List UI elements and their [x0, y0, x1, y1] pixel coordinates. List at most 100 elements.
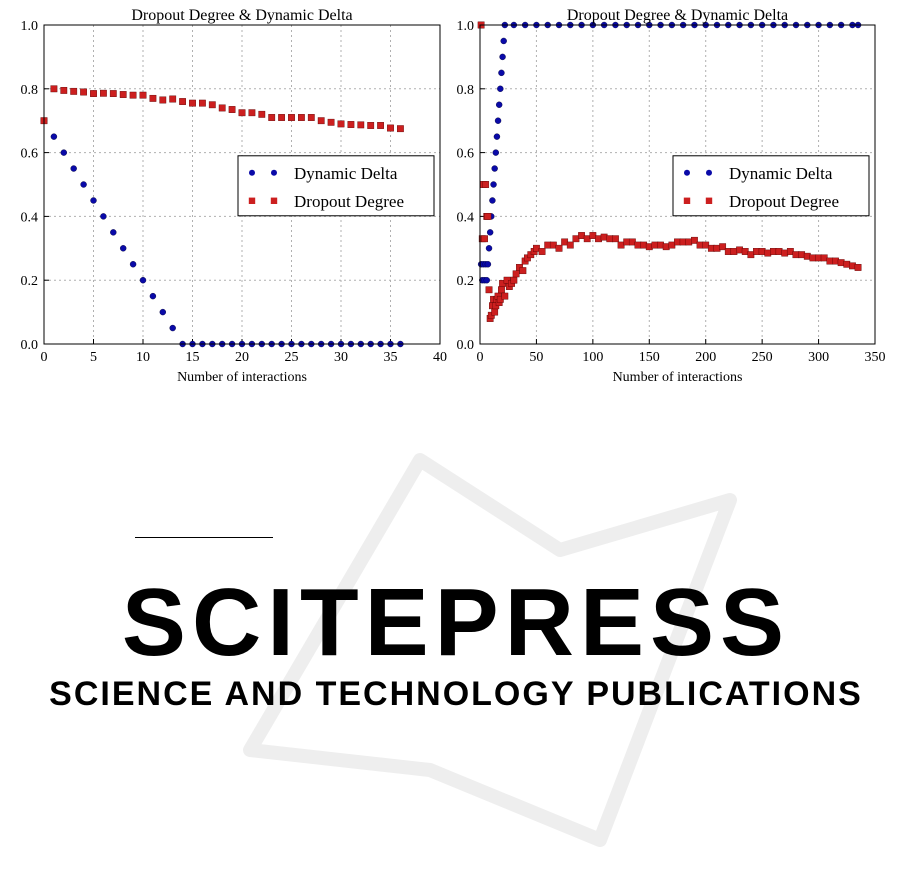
data-point	[169, 95, 177, 103]
series-dropout-degree	[477, 21, 862, 322]
x-tick-label: 200	[695, 350, 716, 365]
legend-label: Dropout Degree	[294, 192, 404, 211]
x-tick-label: 25	[285, 350, 299, 365]
x-tick-label: 100	[582, 350, 603, 365]
y-tick-label: 0.2	[21, 274, 39, 289]
data-point	[481, 235, 488, 243]
data-point	[100, 213, 107, 220]
data-point	[696, 241, 704, 249]
data-point	[628, 238, 636, 246]
y-tick-label: 1.0	[457, 19, 475, 34]
data-point	[685, 238, 693, 246]
data-point	[674, 238, 681, 246]
x-tick-label: 35	[384, 350, 398, 365]
data-point	[538, 248, 546, 255]
x-tick-label: 150	[639, 350, 660, 365]
data-point	[803, 252, 811, 260]
data-point	[679, 238, 687, 246]
data-point	[149, 292, 157, 300]
data-point	[533, 244, 540, 252]
data-point	[651, 241, 659, 249]
data-point	[499, 53, 506, 61]
data-point	[268, 114, 276, 121]
y-tick-label: 1.0	[21, 19, 39, 34]
data-point	[307, 114, 315, 121]
data-point	[129, 261, 137, 268]
data-point	[519, 267, 527, 275]
data-point	[489, 197, 496, 204]
x-tick-label: 350	[865, 350, 886, 365]
legend-marker	[249, 169, 255, 176]
data-point	[578, 232, 585, 239]
data-point	[764, 249, 772, 257]
data-point	[139, 91, 147, 99]
data-point	[583, 235, 591, 243]
y-tick-label: 0.4	[21, 210, 39, 225]
legend-marker	[684, 169, 690, 176]
data-point	[80, 88, 88, 96]
data-point	[60, 149, 67, 156]
data-point	[826, 257, 834, 265]
data-point	[50, 85, 58, 93]
legend-marker	[270, 197, 278, 204]
data-point	[228, 106, 236, 113]
data-point	[719, 243, 727, 251]
data-point	[775, 248, 783, 255]
series-dropout-degree	[40, 85, 404, 133]
data-point	[843, 260, 851, 268]
data-point	[189, 99, 196, 107]
data-point	[770, 248, 777, 255]
data-point	[498, 286, 505, 294]
y-tick-label: 0.8	[457, 83, 475, 98]
chart-title: Dropout Degree & Dynamic Delta	[567, 7, 788, 24]
x-tick-label: 20	[235, 350, 249, 365]
data-point	[367, 122, 375, 129]
data-point	[640, 241, 648, 249]
data-point	[849, 262, 856, 270]
data-point	[657, 241, 664, 249]
x-axis-label: Number of interactions	[613, 370, 743, 385]
x-tick-label: 15	[186, 350, 200, 365]
legend: Dynamic Delta Dropout Degree	[237, 155, 435, 217]
x-tick-label: 40	[433, 350, 447, 365]
data-point	[159, 308, 167, 316]
legend-marker	[683, 197, 691, 204]
data-point	[623, 238, 631, 246]
data-point	[159, 96, 167, 104]
legend-marker	[705, 197, 713, 204]
data-point	[668, 241, 676, 249]
data-point	[512, 270, 520, 278]
data-point	[70, 165, 77, 172]
data-point	[484, 261, 492, 268]
data-point	[707, 244, 715, 252]
x-tick-label: 0	[41, 350, 48, 365]
x-tick-label: 250	[752, 350, 773, 365]
y-tick-label: 0.0	[21, 338, 39, 353]
data-point	[617, 241, 625, 249]
x-axis-label: Number of interactions	[177, 370, 307, 385]
data-point	[119, 91, 127, 98]
data-point	[298, 114, 305, 121]
x-tick-label: 30	[334, 350, 348, 365]
data-point	[781, 249, 789, 257]
watermark-book-outline	[243, 453, 737, 847]
data-point	[612, 235, 619, 243]
data-point	[483, 277, 490, 284]
data-point	[377, 122, 384, 129]
data-point	[248, 109, 256, 117]
axes-frame	[479, 24, 876, 345]
data-point	[497, 85, 504, 93]
data-point	[820, 254, 828, 262]
data-point	[110, 229, 117, 236]
data-point	[50, 133, 58, 140]
legend-label: Dynamic Delta	[294, 164, 398, 183]
data-point	[490, 181, 497, 188]
y-tick-label: 0.0	[457, 338, 475, 353]
data-point	[595, 235, 602, 243]
legend-box	[672, 155, 870, 217]
data-point	[544, 241, 552, 249]
data-point	[491, 308, 499, 316]
data-point	[485, 286, 493, 294]
data-point	[387, 124, 394, 132]
chart-left: 0 5 10 15 20 25 30 35 40 0.0 0.2 0.4 0.6 0.8 1.0 Dropou…	[0, 0, 456, 400]
